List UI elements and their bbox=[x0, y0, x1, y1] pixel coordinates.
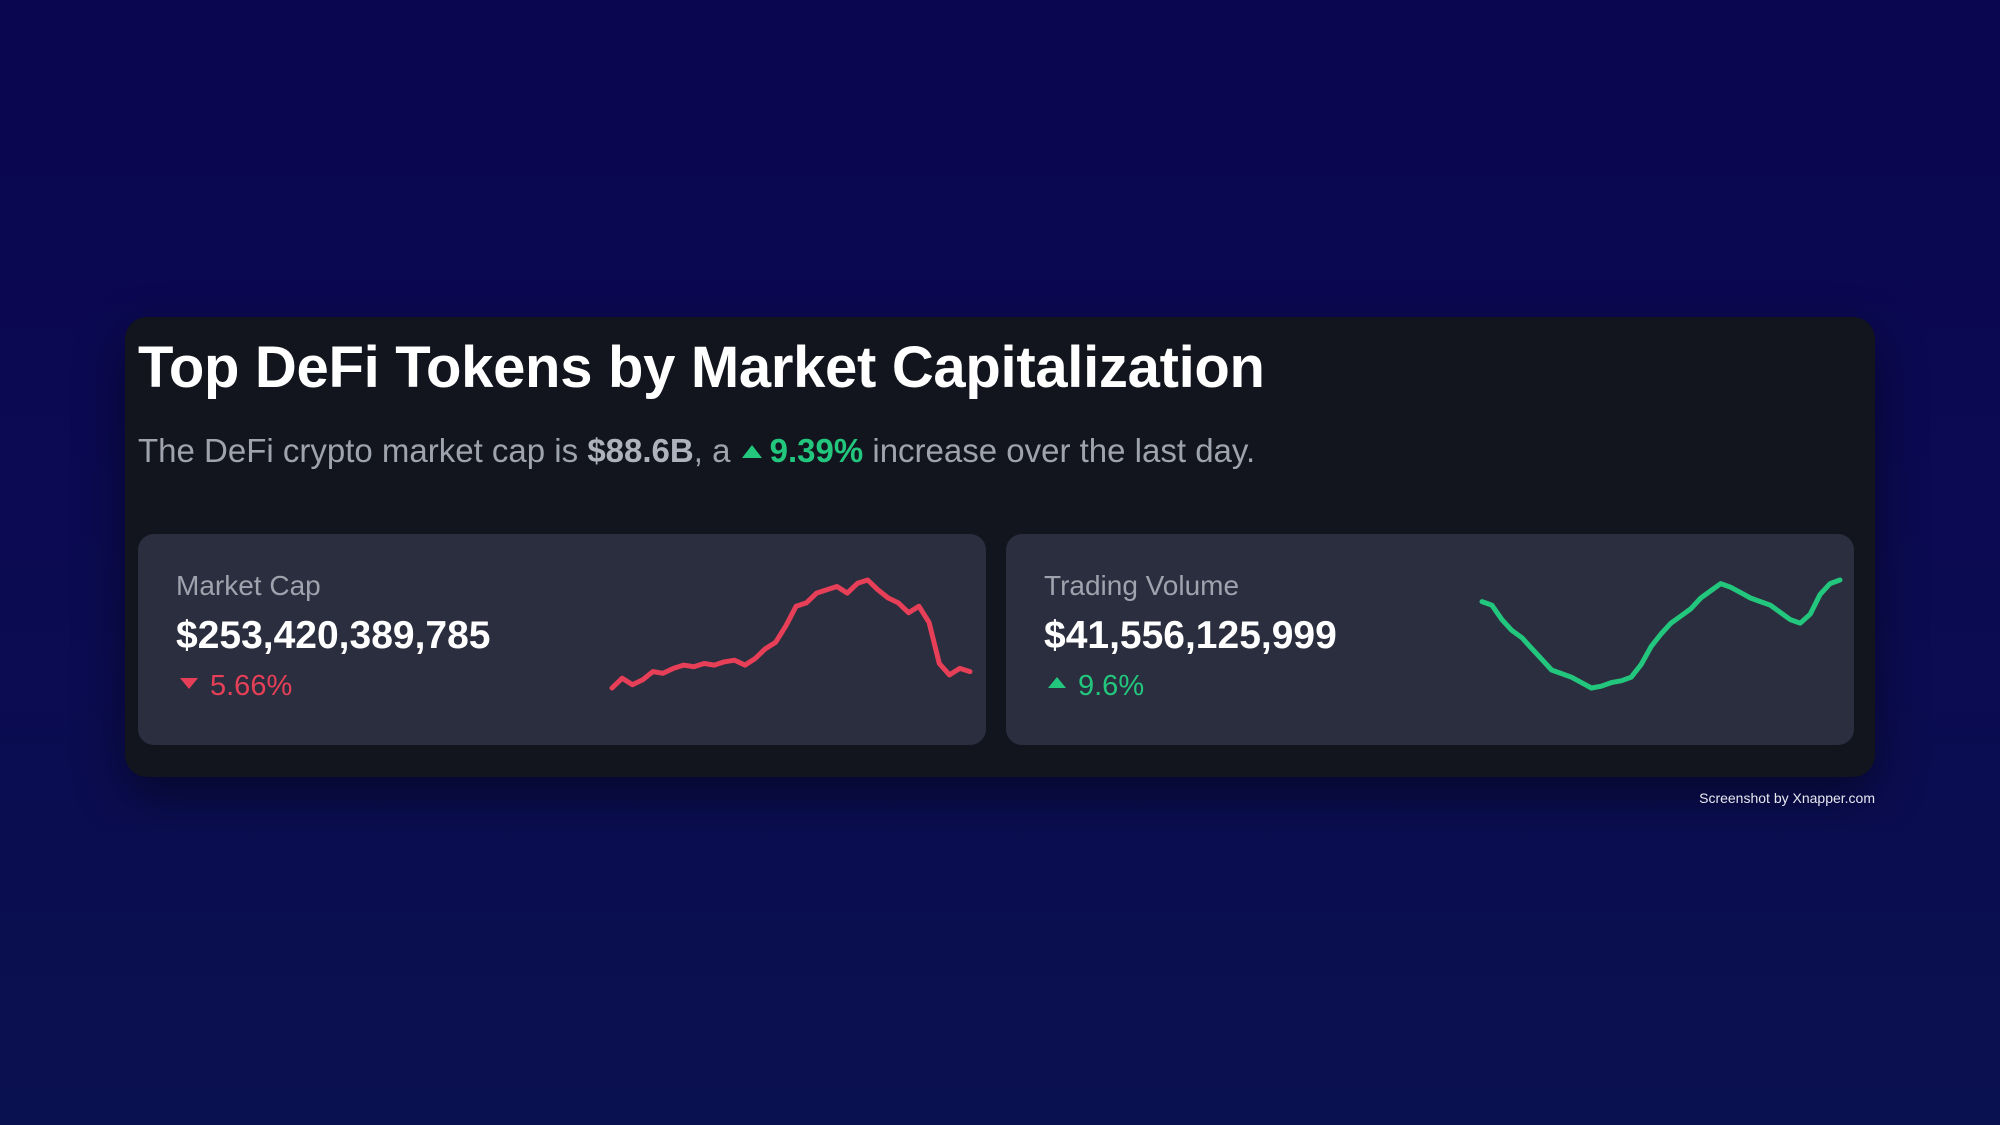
card-title: Top DeFi Tokens by Market Capitalization bbox=[138, 335, 1265, 400]
stat-change: 9.6% bbox=[1048, 670, 1144, 703]
trading-volume-stat: Trading Volume $41,556,125,999 9.6% bbox=[1006, 534, 1854, 745]
market-cap-stat: Market Cap $253,420,389,785 5.66% bbox=[138, 534, 986, 745]
sparkline-path bbox=[609, 577, 973, 691]
stat-value: $41,556,125,999 bbox=[1044, 614, 1337, 657]
defi-market-card: Top DeFi Tokens by Market Capitalization… bbox=[125, 317, 1875, 777]
summary-prefix: The DeFi crypto market cap is bbox=[138, 432, 579, 469]
summary-suffix: increase over the last day. bbox=[872, 432, 1256, 469]
summary-change: 9.39% bbox=[769, 432, 864, 469]
stat-change-value: 9.6% bbox=[1078, 670, 1145, 702]
stat-label: Market Cap bbox=[176, 570, 321, 601]
stat-value: $253,420,389,785 bbox=[176, 614, 491, 657]
market-cap-sparkline bbox=[609, 577, 973, 691]
trading-volume-sparkline bbox=[1479, 577, 1843, 691]
stat-label: Trading Volume bbox=[1044, 570, 1240, 601]
triangle-up-icon bbox=[741, 445, 762, 458]
sparkline-path bbox=[1479, 577, 1843, 691]
summary-total: $88.6B bbox=[587, 432, 694, 469]
screenshot-credit: Screenshot by Xnapper.com bbox=[1699, 790, 1875, 806]
stat-change-value: 5.66% bbox=[210, 670, 293, 702]
triangle-down-icon bbox=[180, 678, 198, 689]
market-summary: The DeFi crypto market cap is $88.6B, a … bbox=[138, 431, 1255, 471]
stat-change: 5.66% bbox=[180, 670, 292, 703]
summary-middle: , a bbox=[693, 432, 731, 469]
triangle-up-icon bbox=[1048, 677, 1066, 688]
